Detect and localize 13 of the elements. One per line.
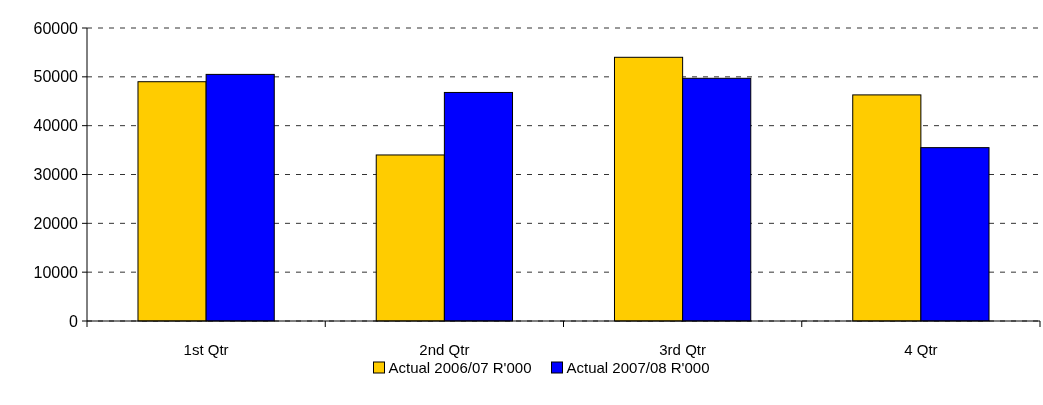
legend-label: Actual 2007/08 R'000 — [566, 359, 710, 377]
y-tick-label: 50000 — [33, 68, 79, 86]
x-tick-label: 2nd Qtr — [419, 341, 470, 358]
legend-label: Actual 2006/07 R'000 — [388, 359, 532, 377]
y-tick-label: 10000 — [33, 263, 79, 281]
y-tick-label: 30000 — [33, 166, 79, 184]
x-tick-label: 3rd Qtr — [659, 341, 706, 358]
y-tick-label: 20000 — [33, 214, 79, 232]
x-tick-label: 1st Qtr — [183, 341, 229, 358]
x-tick-label: 4 Qtr — [904, 341, 938, 358]
y-tick-label: 60000 — [33, 19, 79, 37]
y-tick-label: 40000 — [33, 117, 79, 135]
y-tick-label: 0 — [69, 312, 79, 330]
